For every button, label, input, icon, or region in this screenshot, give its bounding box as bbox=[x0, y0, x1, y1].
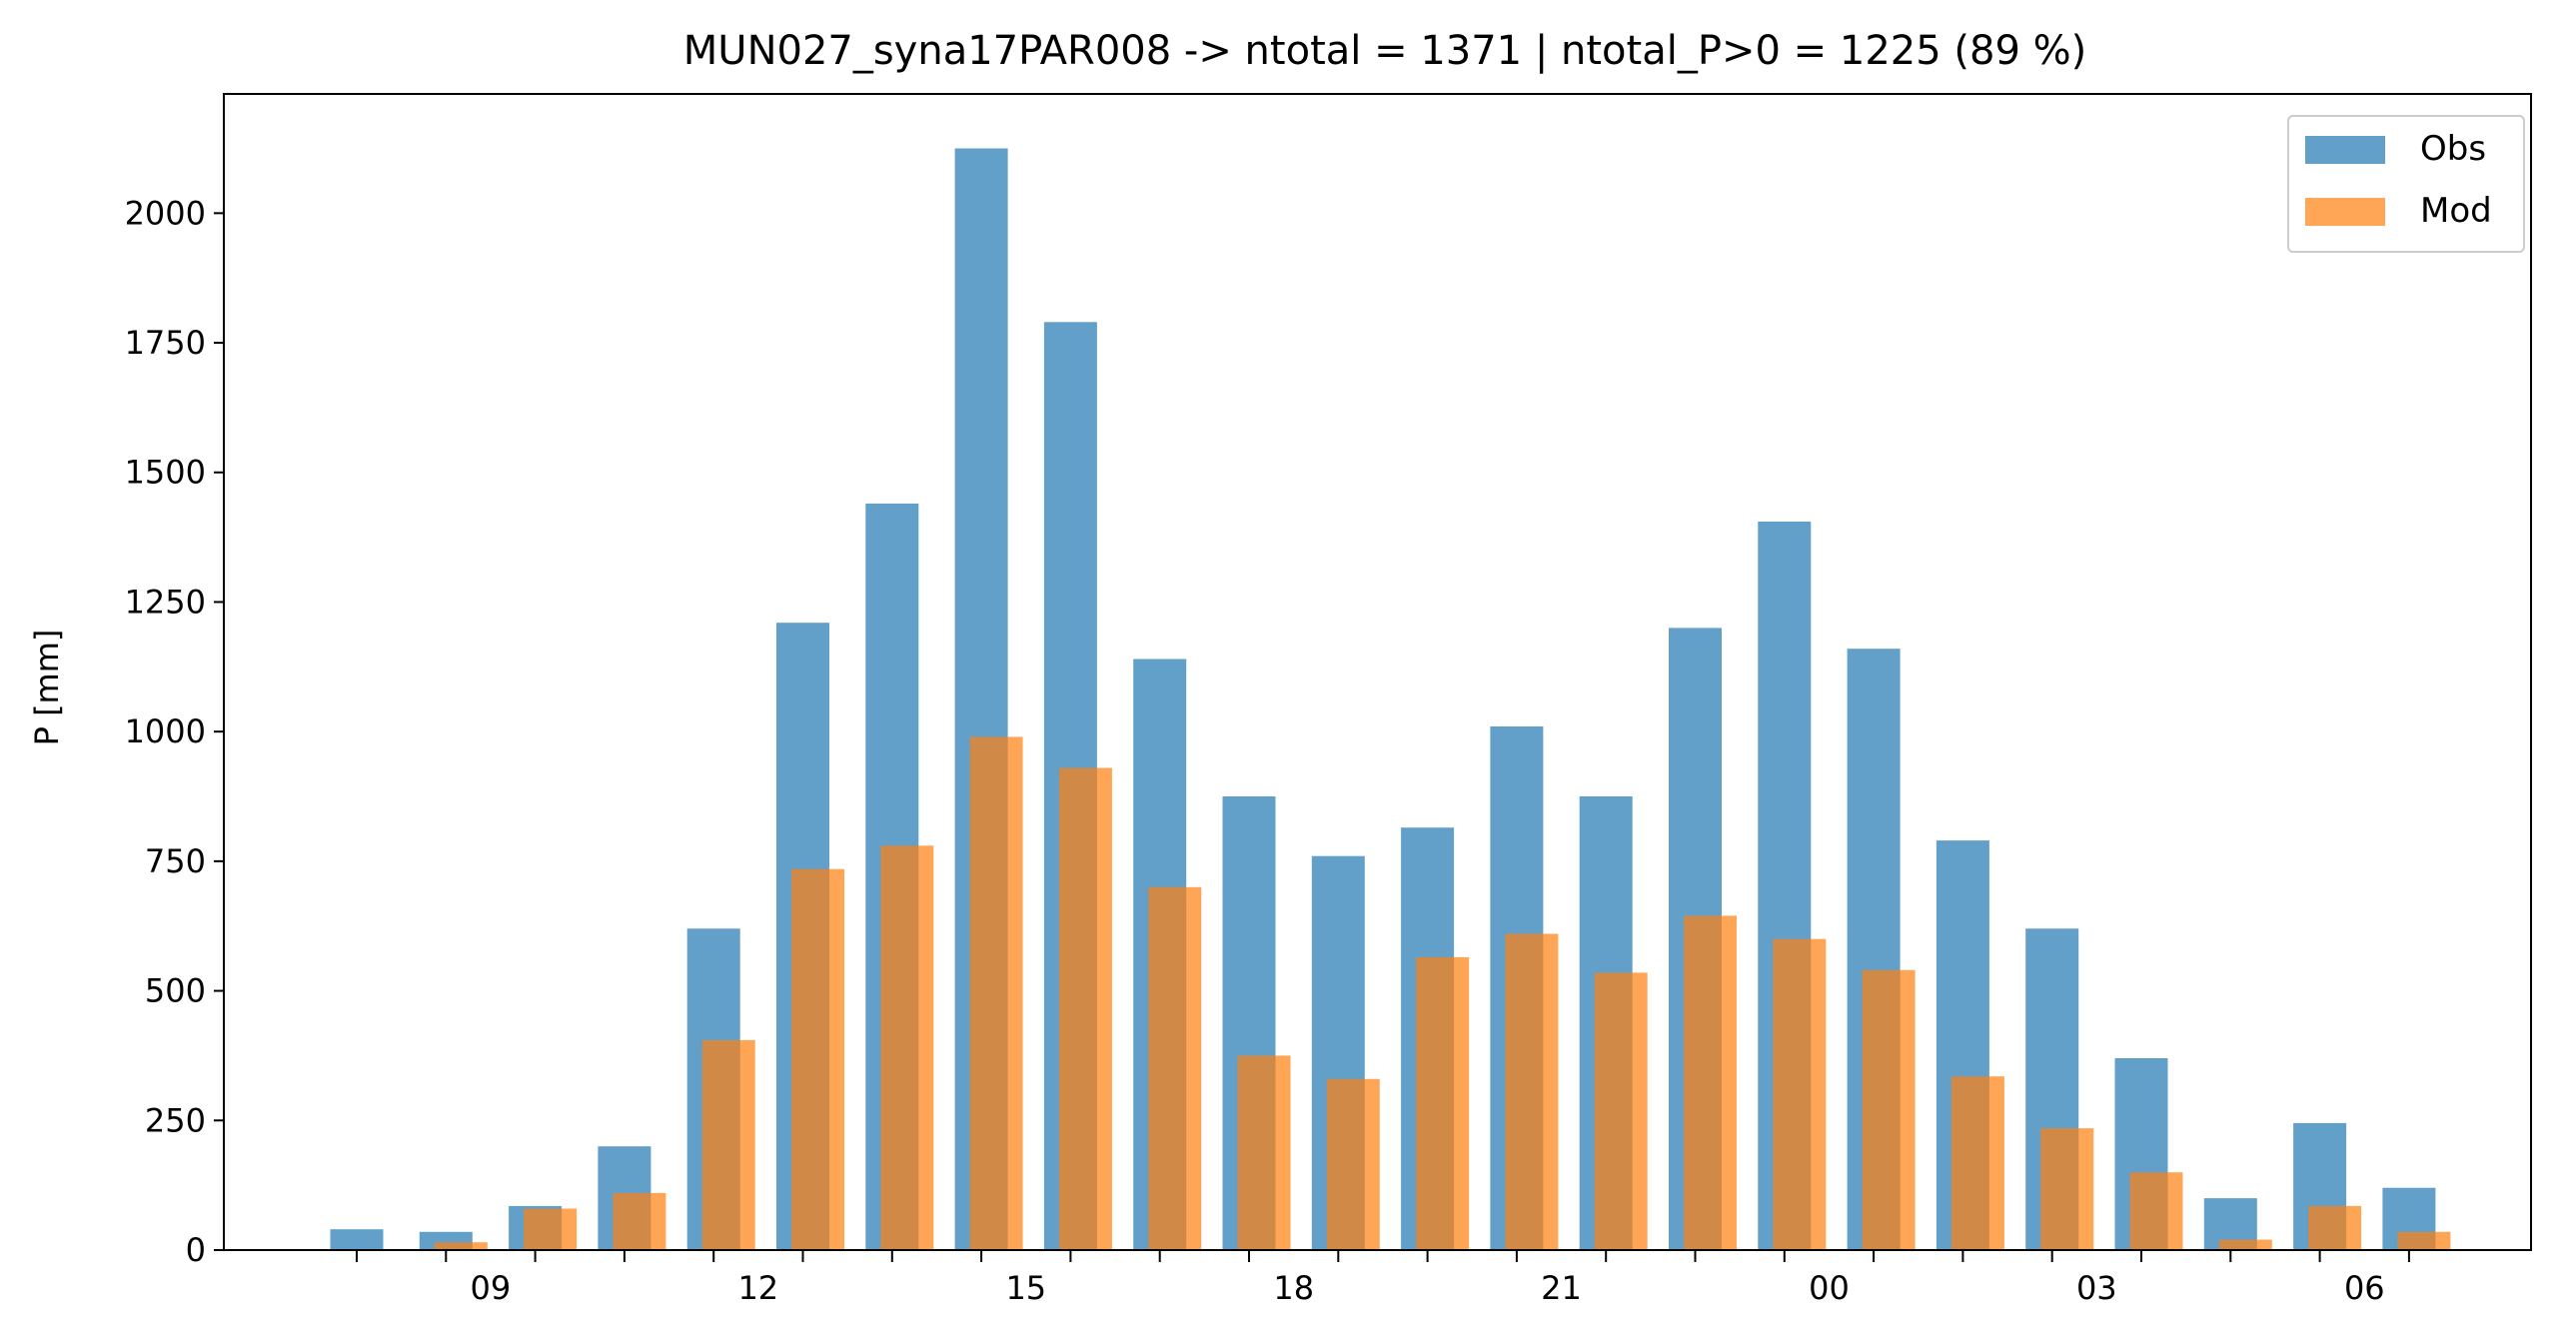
bar-mod-00 bbox=[1773, 938, 1827, 1250]
bar-mod-06 bbox=[2308, 1205, 2362, 1250]
y-axis-label: P [mm] bbox=[28, 630, 66, 746]
bar-obs-08 bbox=[330, 1229, 384, 1250]
y-tick-label: 1500 bbox=[125, 454, 206, 492]
bar-mod-01 bbox=[1862, 969, 1916, 1250]
x-tick-label: 15 bbox=[1005, 1269, 1046, 1307]
legend-swatch-mod bbox=[2305, 198, 2385, 226]
legend-swatch-obs bbox=[2305, 136, 2385, 164]
bar-mod-16 bbox=[1058, 767, 1112, 1250]
bar-mod-21 bbox=[1505, 933, 1559, 1250]
bar-mod-18 bbox=[1237, 1055, 1291, 1250]
x-tick-label: 21 bbox=[1541, 1269, 1582, 1307]
y-tick-label: 1000 bbox=[125, 712, 206, 750]
y-tick-label: 0 bbox=[186, 1231, 206, 1269]
legend-label-obs: Obs bbox=[2420, 129, 2486, 169]
bar-mod-14 bbox=[880, 845, 934, 1250]
bar-mod-22 bbox=[1594, 972, 1648, 1250]
axes-frame bbox=[223, 93, 2532, 1251]
legend: Obs Mod bbox=[2287, 115, 2525, 253]
y-tick-label: 2000 bbox=[125, 194, 206, 232]
chart-title: MUN027_syna17PAR008 -> ntotal = 1371 | n… bbox=[683, 28, 2086, 74]
plot-area: 0 250 500 750 1000 1250 1500 1750 2000 09 12 15 18 21… bbox=[125, 93, 2532, 1307]
x-tick-label: 03 bbox=[2076, 1269, 2117, 1307]
y-tick-label: 750 bbox=[145, 842, 206, 880]
bar-mod-20 bbox=[1416, 956, 1470, 1250]
bar-mod-23 bbox=[1684, 915, 1737, 1250]
bar-mod-13 bbox=[791, 868, 844, 1250]
bar-mod-05 bbox=[2218, 1239, 2272, 1250]
x-tick-label: 00 bbox=[1809, 1269, 1850, 1307]
bar-mod-09 bbox=[434, 1242, 488, 1250]
bar-mod-02 bbox=[1950, 1076, 2004, 1250]
bar-mod-04 bbox=[2129, 1172, 2183, 1250]
bar-mod-10 bbox=[524, 1208, 578, 1250]
bar-mod-07 bbox=[2397, 1231, 2451, 1250]
bar-mod-11 bbox=[613, 1192, 666, 1250]
legend-label-mod: Mod bbox=[2420, 191, 2492, 231]
x-tick-label: 09 bbox=[471, 1269, 512, 1307]
y-tick-label: 1250 bbox=[125, 583, 206, 621]
bar-mod-19 bbox=[1326, 1078, 1380, 1250]
bar-mod-03 bbox=[2040, 1128, 2094, 1250]
bar-mod-15 bbox=[969, 736, 1023, 1250]
x-tick-label: 12 bbox=[737, 1269, 778, 1307]
bar-mod-17 bbox=[1148, 886, 1202, 1250]
x-tick-label: 06 bbox=[2344, 1269, 2385, 1307]
y-tick-label: 250 bbox=[145, 1101, 206, 1139]
x-tick-label: 18 bbox=[1273, 1269, 1314, 1307]
y-tick-label: 1750 bbox=[125, 324, 206, 362]
bar-mod-12 bbox=[701, 1039, 755, 1250]
y-tick-label: 500 bbox=[145, 972, 206, 1010]
